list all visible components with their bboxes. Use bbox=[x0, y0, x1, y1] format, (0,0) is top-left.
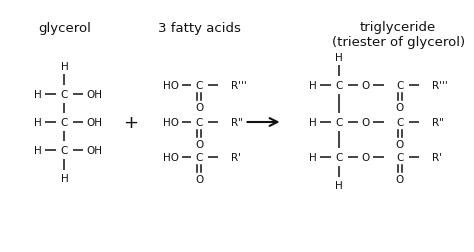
Text: C: C bbox=[336, 152, 343, 162]
Text: C: C bbox=[396, 81, 404, 91]
Text: R": R" bbox=[231, 117, 243, 128]
Text: C: C bbox=[396, 152, 404, 162]
Text: glycerol: glycerol bbox=[38, 21, 91, 34]
Text: O: O bbox=[362, 152, 370, 162]
Text: R": R" bbox=[432, 117, 444, 128]
Text: H: H bbox=[336, 53, 343, 63]
Text: OH: OH bbox=[87, 145, 103, 155]
Text: O: O bbox=[195, 139, 203, 149]
Text: triglyceride
(triester of glycerol): triglyceride (triester of glycerol) bbox=[331, 21, 465, 49]
Text: H: H bbox=[309, 81, 317, 91]
Text: R''': R''' bbox=[432, 81, 448, 91]
Text: O: O bbox=[195, 103, 203, 113]
Text: C: C bbox=[61, 117, 68, 128]
Text: HO: HO bbox=[163, 117, 179, 128]
Text: H: H bbox=[309, 152, 317, 162]
Text: O: O bbox=[362, 117, 370, 128]
Text: HO: HO bbox=[163, 81, 179, 91]
Text: R': R' bbox=[231, 152, 241, 162]
Text: H: H bbox=[336, 180, 343, 190]
Text: C: C bbox=[195, 152, 203, 162]
Text: HO: HO bbox=[163, 152, 179, 162]
Text: OH: OH bbox=[87, 117, 103, 128]
Text: O: O bbox=[396, 174, 404, 184]
Text: H: H bbox=[34, 145, 42, 155]
Text: C: C bbox=[195, 81, 203, 91]
Text: C: C bbox=[336, 117, 343, 128]
Text: OH: OH bbox=[87, 90, 103, 100]
Text: H: H bbox=[61, 173, 68, 183]
Text: O: O bbox=[396, 103, 404, 113]
Text: C: C bbox=[61, 90, 68, 100]
Text: H: H bbox=[34, 117, 42, 128]
Text: R''': R''' bbox=[231, 81, 247, 91]
Text: C: C bbox=[61, 145, 68, 155]
Text: R': R' bbox=[432, 152, 442, 162]
Text: 3 fatty acids: 3 fatty acids bbox=[158, 21, 240, 34]
Text: O: O bbox=[396, 139, 404, 149]
Text: +: + bbox=[123, 114, 138, 132]
Text: H: H bbox=[61, 62, 68, 72]
Text: H: H bbox=[309, 117, 317, 128]
Text: H: H bbox=[34, 90, 42, 100]
Text: C: C bbox=[396, 117, 404, 128]
Text: C: C bbox=[336, 81, 343, 91]
Text: C: C bbox=[195, 117, 203, 128]
Text: O: O bbox=[195, 174, 203, 184]
Text: O: O bbox=[362, 81, 370, 91]
